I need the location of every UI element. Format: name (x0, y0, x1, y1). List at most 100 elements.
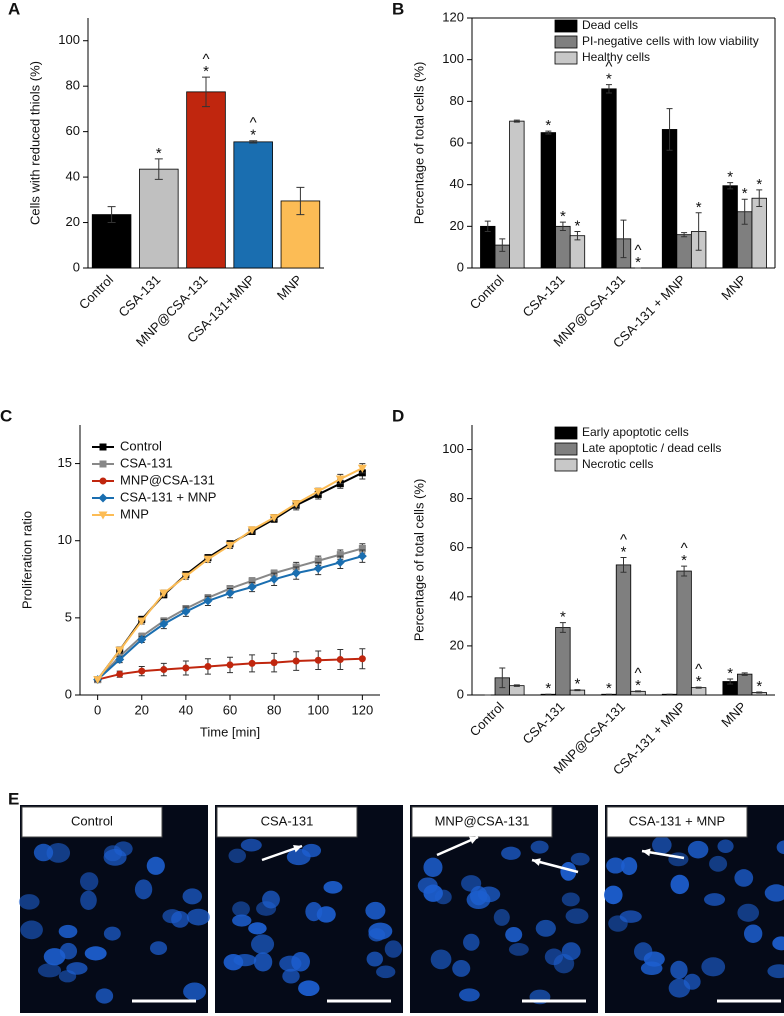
y-tick-label: 20 (66, 214, 80, 229)
marker (291, 500, 301, 509)
legend-label: Healthy cells (582, 50, 650, 64)
nucleus (103, 845, 123, 862)
panel-letter: E (8, 789, 19, 808)
bar (186, 91, 226, 269)
y-tick-label: 0 (457, 259, 464, 274)
nucleus (376, 965, 396, 979)
legend-label: MNP@CSA-131 (120, 472, 215, 487)
nucleus (772, 936, 784, 951)
nucleus (717, 839, 734, 853)
error-bar (513, 119, 520, 123)
nucleus (232, 901, 250, 917)
nucleus (43, 948, 66, 966)
nucleus (501, 846, 521, 860)
error-bar (545, 130, 552, 135)
bar (751, 197, 767, 269)
nucleus (365, 901, 386, 920)
error-bar (484, 220, 491, 233)
error-bar (559, 221, 566, 231)
image-background (410, 805, 598, 1013)
chart: B 0 20 40 60 80 100 120 Percentage of total cell… (392, 0, 776, 351)
error-bar (756, 691, 763, 694)
marker (182, 664, 190, 672)
significance-star: * (203, 63, 209, 80)
error-bar (513, 684, 520, 687)
marker (270, 659, 278, 667)
marker (335, 557, 345, 567)
significance-star: * (727, 169, 733, 186)
marker (115, 646, 125, 655)
x-tick-label: MNP (274, 272, 305, 303)
marker (160, 666, 168, 674)
y-tick-label: 5 (65, 609, 72, 624)
nucleus (452, 959, 471, 977)
nucleus (561, 892, 580, 907)
image-label: MNP@CSA-131 (435, 813, 530, 828)
significance-star: * (250, 127, 256, 144)
significance-caret: ^ (620, 532, 627, 549)
image-label-box (411, 806, 553, 838)
x-tick-label: Control (467, 699, 507, 739)
image-background (20, 805, 208, 1013)
nucleus (146, 856, 165, 875)
significance-star: * (696, 673, 702, 690)
nucleus (668, 978, 691, 998)
error-bar (620, 219, 627, 259)
nucleus (58, 924, 78, 939)
bar (509, 120, 525, 269)
nucleus (282, 968, 300, 984)
bar (480, 225, 496, 269)
nucleus (560, 862, 577, 881)
legend-label: Dead cells (582, 18, 638, 32)
bar (91, 214, 132, 269)
panel-letter: B (392, 0, 404, 18)
legend-swatch (554, 35, 578, 49)
significance-caret: ^ (635, 665, 642, 682)
marker (225, 541, 235, 550)
marker (204, 662, 212, 670)
error-bar (574, 689, 581, 692)
arrow-head (690, 821, 699, 830)
x-tick-label: MNP (718, 272, 749, 303)
marker (203, 555, 213, 564)
marker (314, 656, 322, 664)
error-bar (681, 232, 688, 238)
marker (99, 460, 107, 468)
bar (555, 627, 571, 696)
bar (139, 168, 179, 269)
legend-label: Early apoptotic cells (582, 425, 689, 439)
error-bar (681, 565, 688, 577)
error-bar (635, 690, 642, 693)
marker (248, 659, 256, 667)
legend-label: Control (120, 438, 162, 453)
x-axis-label: Time [min] (200, 724, 260, 739)
marker (226, 661, 234, 669)
y-tick-label: 60 (450, 134, 464, 149)
marker (292, 657, 300, 665)
nucleus (250, 934, 275, 955)
nucleus (670, 960, 688, 980)
nucleus (570, 852, 590, 866)
y-tick-label: 0 (457, 686, 464, 701)
marker (335, 475, 345, 484)
nucleus (262, 890, 280, 909)
marker (137, 617, 147, 626)
marker (269, 514, 279, 523)
significance-caret: ^ (681, 540, 688, 557)
x-tick-label: 20 (135, 702, 149, 717)
y-axis-label: Percentage of total cells (%) (411, 479, 426, 642)
error-bar (605, 84, 612, 94)
error-bar (666, 108, 673, 151)
significance-star: * (742, 185, 748, 202)
y-tick-label: 80 (450, 490, 464, 505)
nucleus (384, 940, 402, 958)
error-bar (695, 686, 702, 689)
marker (247, 582, 257, 592)
marker (159, 589, 169, 598)
significance-star: * (575, 676, 581, 693)
nucleus (505, 927, 523, 943)
marker (291, 568, 301, 578)
nucleus (95, 988, 114, 1004)
nucleus (668, 852, 689, 867)
marker (357, 551, 367, 561)
